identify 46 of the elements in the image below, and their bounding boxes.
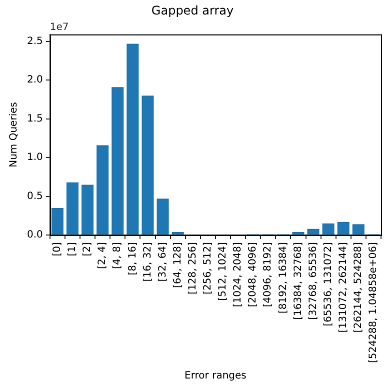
x-tick-label: [131072, 262144]	[338, 242, 349, 333]
x-tick-label: [0]	[52, 242, 64, 256]
bar	[352, 224, 364, 235]
x-tick-label: [2048, 4096]	[248, 242, 259, 308]
bar	[307, 228, 320, 235]
x-tick-label: [2]	[82, 242, 94, 256]
x-tick-label: [8, 16]	[127, 242, 138, 276]
x-tick-label: [128, 256]	[187, 242, 198, 294]
y-axis-title: Num Queries	[8, 102, 20, 168]
bar	[292, 232, 304, 235]
text: 1e7	[50, 22, 69, 33]
x-tick-label: [4, 8]	[112, 242, 124, 269]
x-tick-label: [8192, 16384]	[278, 242, 289, 314]
bar	[96, 145, 109, 235]
bar	[322, 223, 334, 235]
y-tick-label: 0.0	[26, 230, 43, 241]
x-tick-label: [16, 32]	[142, 242, 154, 282]
y-tick-label: 1.0	[26, 152, 43, 164]
y-tick-label: 1.5	[26, 113, 43, 124]
bar	[126, 44, 139, 235]
bar	[66, 182, 78, 235]
x-tick-label: [524288, 1.04858e+06]	[368, 242, 380, 364]
bar	[51, 208, 64, 235]
x-tick-label: [65536, 131072]	[322, 242, 334, 326]
chart-title: Gapped array	[151, 3, 234, 18]
y-tick-label: 2.5	[26, 36, 43, 47]
bar	[82, 184, 94, 235]
x-tick-label: [32768, 65536]	[308, 242, 319, 320]
x-tick-label: [64, 128]	[172, 242, 184, 288]
bar	[142, 96, 154, 235]
x-tick-label: [1024, 2048]	[232, 242, 244, 308]
bar	[172, 232, 184, 235]
x-tick-label: [262144, 524288]	[353, 242, 364, 333]
x-tick-label: [512, 1024]	[218, 242, 229, 301]
y-tick-label: 0.5	[26, 190, 43, 202]
x-tick-label: [2, 4]	[97, 242, 108, 269]
x-tick-label: [4096, 8192]	[262, 242, 274, 308]
x-tick-label: [1]	[67, 242, 78, 256]
bar	[337, 222, 350, 235]
bar	[112, 87, 124, 235]
y-tick-label: 2.0	[26, 74, 43, 86]
bar	[156, 198, 169, 235]
x-tick-label: [32, 64]	[157, 242, 168, 282]
x-tick-label: [16384, 32768]	[292, 242, 304, 320]
x-axis-title: Error ranges	[184, 370, 246, 382]
x-tick-label: [256, 512]	[202, 242, 214, 294]
